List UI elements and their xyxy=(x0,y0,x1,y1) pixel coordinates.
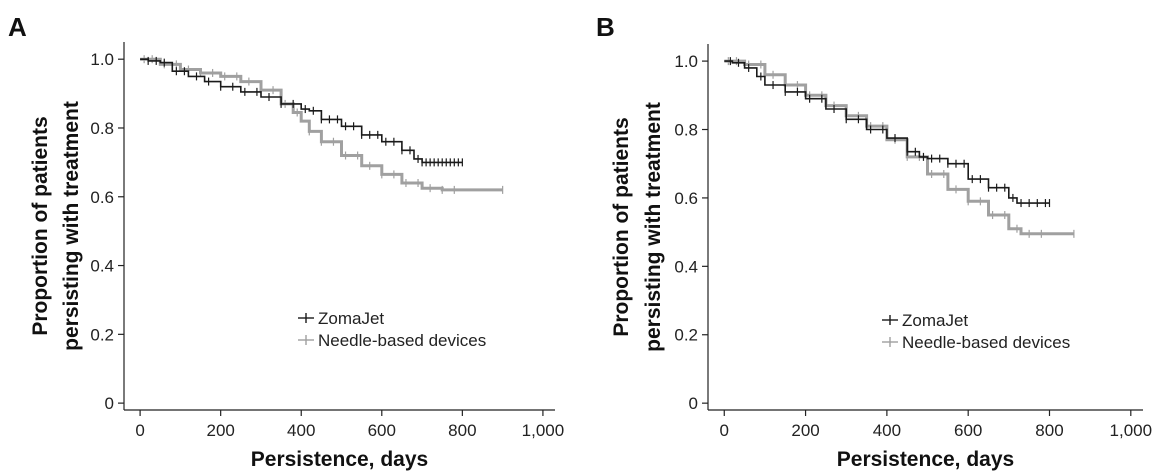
series-line-zomajet xyxy=(140,58,463,164)
x-axis-title: Persistence, days xyxy=(837,448,1014,471)
x-tick-label: 800 xyxy=(448,421,476,440)
y-tick-label: 0.8 xyxy=(674,121,698,140)
legend-label: ZomaJet xyxy=(318,309,384,328)
x-tick-label: 600 xyxy=(368,421,396,440)
series-line-needle-based xyxy=(140,57,503,192)
y-tick-label: 0.6 xyxy=(674,189,698,208)
y-axis-title-line: persisting with treatment xyxy=(60,101,83,351)
y-tick-label: 0.2 xyxy=(90,325,114,344)
panel-letter: B xyxy=(596,12,615,42)
series-line-needle-based xyxy=(724,59,1074,236)
y-axis-title-line: Proportion of patients xyxy=(29,116,52,335)
x-tick-label: 400 xyxy=(873,421,901,440)
x-axis-title: Persistence, days xyxy=(251,448,428,471)
y-tick-label: 0.8 xyxy=(90,119,114,138)
y-tick-label: 0.2 xyxy=(674,326,698,345)
panel-letter: A xyxy=(8,12,27,42)
panel-a: A 0 0.2 0.4 0.6 0.8 1.0 0 200 400 600 800 1,000 Persi… xyxy=(8,12,564,471)
series-line-zomajet xyxy=(724,60,1050,204)
legend-label: Needle-based devices xyxy=(902,333,1070,352)
y-axis-title-line: Proportion of patients xyxy=(610,117,633,336)
x-tick-label: 0 xyxy=(720,421,729,440)
x-tick-label: 800 xyxy=(1035,421,1063,440)
x-tick-label: 200 xyxy=(791,421,819,440)
y-tick-label: 1.0 xyxy=(90,50,114,69)
y-tick-label: 0 xyxy=(689,394,698,413)
legend-label: ZomaJet xyxy=(902,311,968,330)
legend-label: Needle-based devices xyxy=(318,331,486,350)
x-tick-label: 0 xyxy=(135,421,144,440)
y-tick-label: 1.0 xyxy=(674,52,698,71)
x-tick-label: 400 xyxy=(287,421,315,440)
y-tick-label: 0.6 xyxy=(90,188,114,207)
x-tick-label: 1,000 xyxy=(1110,421,1153,440)
y-tick-label: 0 xyxy=(105,394,114,413)
y-axis-title-line: persisting with treatment xyxy=(642,102,665,352)
x-tick-label: 200 xyxy=(206,421,234,440)
y-tick-label: 0.4 xyxy=(674,257,698,276)
panel-b: B 0 0.2 0.4 0.6 0.8 1.0 0 200 400 600 800 1,000 Persi… xyxy=(596,12,1152,471)
y-tick-label: 0.4 xyxy=(90,257,114,276)
x-tick-label: 1,000 xyxy=(522,421,565,440)
x-tick-label: 600 xyxy=(954,421,982,440)
